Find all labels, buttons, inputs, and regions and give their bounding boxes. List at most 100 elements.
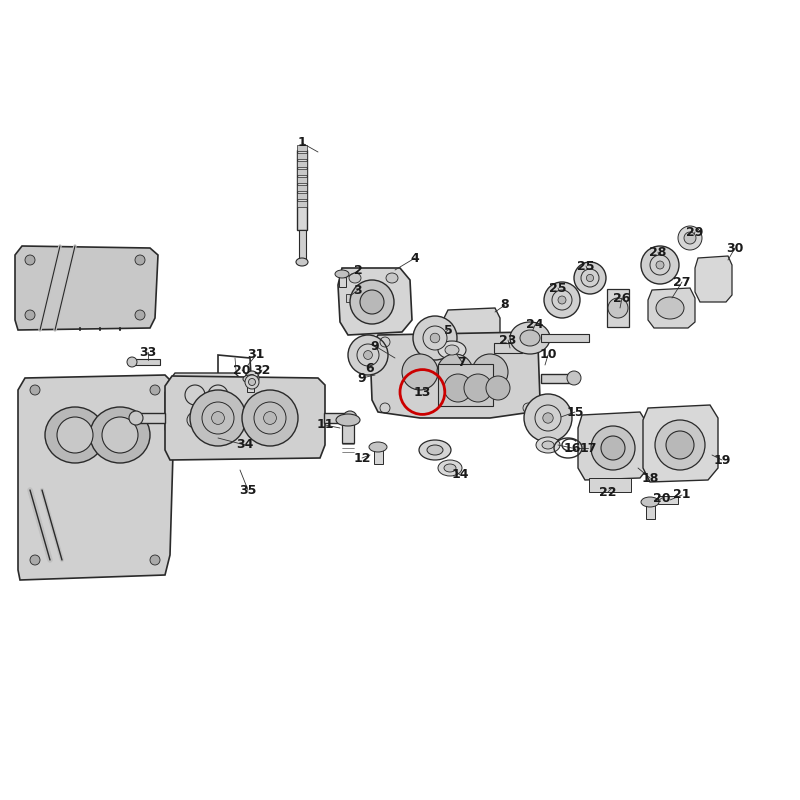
Bar (346, 294, 350, 302)
Bar (298, 230, 306, 260)
Ellipse shape (363, 350, 372, 359)
Ellipse shape (296, 258, 308, 266)
Ellipse shape (349, 273, 361, 283)
Text: 25: 25 (578, 259, 594, 273)
Ellipse shape (438, 341, 466, 359)
Ellipse shape (552, 290, 572, 310)
Ellipse shape (472, 354, 508, 390)
Bar (607, 289, 629, 327)
Ellipse shape (650, 255, 670, 275)
Ellipse shape (90, 407, 150, 463)
Bar (338, 273, 346, 287)
Ellipse shape (264, 411, 277, 424)
Ellipse shape (386, 273, 398, 283)
Ellipse shape (357, 344, 379, 366)
Ellipse shape (524, 394, 572, 442)
Ellipse shape (335, 270, 349, 278)
Ellipse shape (242, 390, 298, 446)
Text: 4: 4 (410, 251, 419, 265)
Ellipse shape (445, 345, 459, 355)
Text: 32: 32 (254, 363, 270, 377)
Text: 30: 30 (726, 242, 744, 254)
Ellipse shape (202, 402, 234, 434)
Ellipse shape (150, 555, 160, 565)
Polygon shape (370, 332, 540, 418)
Ellipse shape (402, 354, 438, 390)
Ellipse shape (542, 441, 554, 449)
Ellipse shape (586, 274, 594, 282)
Polygon shape (695, 256, 732, 302)
Text: 17: 17 (579, 442, 597, 454)
Text: 16: 16 (563, 442, 581, 454)
Text: 33: 33 (139, 346, 157, 358)
Ellipse shape (245, 375, 259, 389)
Text: 20: 20 (234, 363, 250, 377)
Text: 3: 3 (354, 283, 362, 297)
Text: 22: 22 (599, 486, 617, 498)
Ellipse shape (135, 310, 145, 320)
Text: 29: 29 (686, 226, 704, 238)
Bar (438, 364, 493, 406)
Ellipse shape (520, 330, 540, 346)
Ellipse shape (190, 390, 246, 446)
Polygon shape (15, 246, 158, 330)
Text: 18: 18 (642, 471, 658, 485)
Ellipse shape (438, 460, 462, 476)
Ellipse shape (254, 402, 286, 434)
Ellipse shape (427, 445, 443, 455)
Text: 9: 9 (370, 339, 379, 353)
Ellipse shape (150, 385, 160, 395)
Ellipse shape (510, 322, 550, 354)
Ellipse shape (249, 374, 255, 382)
Ellipse shape (369, 442, 387, 452)
Bar (541, 334, 589, 342)
Text: 13: 13 (414, 386, 431, 398)
Bar (297, 161, 307, 167)
Ellipse shape (423, 326, 447, 350)
Bar (297, 177, 307, 183)
Polygon shape (643, 405, 718, 482)
Ellipse shape (430, 333, 440, 342)
Bar (297, 150, 307, 230)
Bar (324, 413, 352, 423)
Ellipse shape (135, 255, 145, 265)
Ellipse shape (413, 316, 457, 360)
Text: 24: 24 (526, 318, 544, 331)
Ellipse shape (601, 436, 625, 460)
Ellipse shape (444, 464, 456, 472)
Text: 35: 35 (239, 483, 257, 497)
Text: 1: 1 (298, 137, 306, 150)
Bar (297, 201, 307, 207)
Ellipse shape (544, 282, 580, 318)
Ellipse shape (535, 405, 561, 431)
Ellipse shape (245, 371, 259, 385)
Text: 25: 25 (550, 282, 566, 294)
Ellipse shape (678, 226, 702, 250)
Bar (297, 153, 307, 159)
Bar (135, 413, 165, 423)
Bar (589, 478, 631, 492)
Ellipse shape (574, 262, 606, 294)
Ellipse shape (102, 417, 138, 453)
Ellipse shape (25, 310, 35, 320)
Ellipse shape (444, 374, 472, 402)
Text: 34: 34 (236, 438, 254, 451)
Text: 7: 7 (458, 355, 466, 369)
Ellipse shape (558, 296, 566, 304)
Ellipse shape (437, 354, 473, 390)
Ellipse shape (343, 411, 357, 425)
Bar (130, 359, 160, 365)
Ellipse shape (641, 246, 679, 284)
Ellipse shape (348, 335, 388, 375)
Text: 28: 28 (650, 246, 666, 258)
Text: 12: 12 (354, 451, 370, 465)
Polygon shape (648, 288, 695, 328)
Polygon shape (578, 412, 648, 480)
Ellipse shape (25, 255, 35, 265)
Ellipse shape (656, 261, 664, 269)
Ellipse shape (464, 374, 492, 402)
Ellipse shape (249, 378, 255, 386)
Text: 31: 31 (247, 349, 265, 362)
Bar (541, 374, 575, 382)
Ellipse shape (581, 269, 599, 287)
